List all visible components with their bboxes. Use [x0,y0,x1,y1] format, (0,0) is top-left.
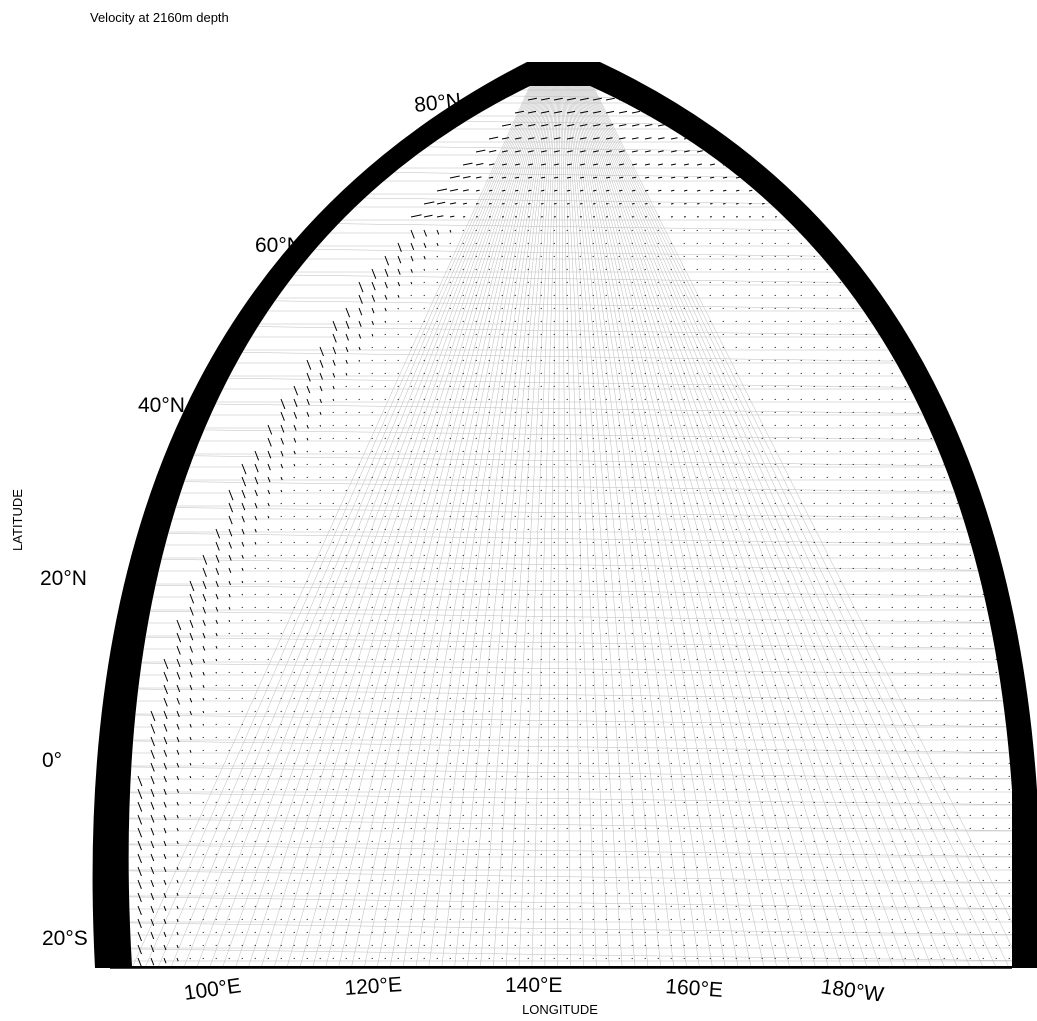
y-axis-label: LATITUDE [10,489,25,551]
lat-label: 0° [42,749,62,772]
map: Velocity at 2160m depth 80°N 60°N 40°N 2… [0,0,1037,1021]
lon-label: 180°W [819,975,885,1007]
lat-label: 40°N [138,394,185,417]
lat-label: 20°S [42,927,88,950]
title: Velocity at 2160m depth [90,10,229,25]
lat-label: 60°N [255,234,302,257]
lon-label: 100°E [182,974,242,1005]
page: Velocity at 2160m depth 80°N 60°N 40°N 2… [0,0,1037,1021]
lat-label: 80°N [413,89,462,117]
x-axis-label: LONGITUDE [522,1002,598,1017]
lat-label: 20°N [40,567,87,590]
lon-label: 140°E [505,974,562,997]
lon-label: 160°E [665,975,724,1002]
lon-label: 120°E [344,973,403,1000]
